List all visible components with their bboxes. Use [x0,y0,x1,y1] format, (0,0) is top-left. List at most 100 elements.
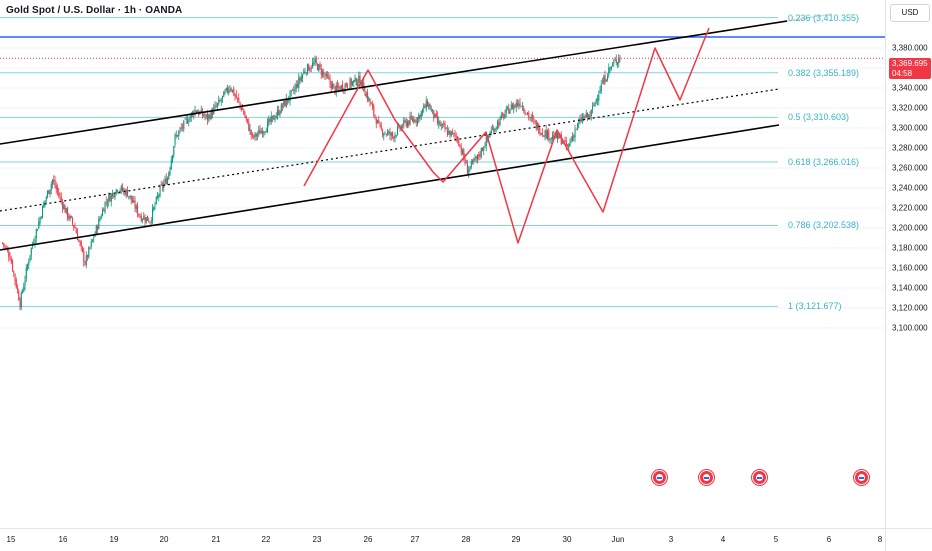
candle-body [329,78,331,84]
candle-body [93,237,95,239]
candle-body [288,100,290,101]
candle-body [588,114,590,118]
candle-body [300,76,302,82]
symbol-title[interactable]: Gold Spot / U.S. Dollar · 1h · OANDA [6,5,183,16]
us-flag-event-icon[interactable] [854,470,869,485]
candle-body [458,140,460,147]
candle-body [157,195,159,198]
time-tick-label: 29 [511,535,521,544]
candle-body [359,76,361,85]
price-tick-label: 3,240.000 [892,183,928,193]
candle-body [260,131,262,134]
candle-body [35,229,37,239]
candle-body [123,190,125,192]
candle-body [238,97,240,102]
candle-body [188,121,190,123]
candle-body [408,120,410,125]
time-tick-label: 23 [312,535,322,544]
candle-body [265,130,267,133]
candle-body [552,134,554,139]
price-tick-label: 3,140.000 [892,283,928,293]
candle-body [225,87,227,91]
fib-level-label[interactable]: 0.382 (3,355.189) [787,67,861,78]
currency-button[interactable]: USD [890,4,930,22]
candle-body [433,110,435,118]
price-tick-label: 3,260.000 [892,163,928,173]
chart-canvas[interactable] [0,0,885,528]
price-axis[interactable] [885,0,932,528]
candle-body [218,99,220,104]
candle-body [258,129,260,134]
current-price: 3,369.695 [892,59,928,68]
candle-body [70,215,72,218]
candle-body [569,141,571,146]
candle-body [594,101,596,107]
candle-body [385,134,387,135]
candle-body [473,159,475,161]
candle-body [164,178,166,183]
candle-body [45,197,47,200]
candle-body [4,245,6,247]
time-tick-label: 5 [773,535,779,544]
candle-body [467,163,469,174]
candle-body [543,135,545,137]
candle-body [2,242,4,244]
candle-body [33,243,35,244]
candle-body [465,162,467,164]
candle-body [344,84,346,92]
chart-pane[interactable]: Gold Spot / U.S. Dollar · 1h · OANDA 0.2… [0,0,885,528]
candle-body [507,106,509,108]
candle-body [182,126,184,128]
fib-level-label[interactable]: 0.786 (3,202.538) [787,220,861,231]
price-tick-label: 3,300.000 [892,123,928,133]
candle-body [613,61,615,64]
candle-body [259,129,261,135]
us-flag-event-icon[interactable] [699,470,714,485]
time-tick-label: Jun [611,535,625,544]
us-flag-event-icon[interactable] [652,470,667,485]
candle-body [442,124,444,125]
candle-body [544,130,546,138]
candle-body [495,127,497,129]
candle-body [220,100,222,102]
fib-level-label[interactable]: 0.618 (3,266.016) [787,156,861,167]
candle-body [432,109,434,111]
candle-body [573,135,575,137]
candle-body [308,64,310,71]
candle-body [469,166,471,170]
candle-body [150,220,152,223]
candle-body [23,286,25,292]
candle-body [587,112,589,118]
candle-body [37,229,39,231]
candle-body [564,140,566,141]
candle-body [95,225,97,234]
fib-level-label[interactable]: 0.236 (3,410.355) [787,12,861,23]
candle-body [589,116,591,118]
us-flag-event-icon[interactable] [752,470,767,485]
fib-level-label[interactable]: 0.5 (3,310.603) [787,112,851,123]
candle-body [525,113,527,115]
candle-body [339,87,341,91]
candle-body [504,113,506,118]
candle-body [233,88,235,96]
candle-body [12,261,14,271]
candle-body [518,103,520,106]
time-axis[interactable] [0,528,885,551]
candle-body [537,124,539,128]
candle-body [244,113,246,118]
candle-body [338,86,340,88]
candle-body [113,193,115,197]
candle-body [533,118,535,121]
candle-body [427,101,429,107]
candle-body [48,190,50,194]
candle-body [337,84,339,88]
candle-body [352,81,354,85]
candle-body [192,111,194,115]
candle-body [87,255,89,258]
candle-body [440,124,442,126]
candle-body [99,218,101,220]
candle-body [384,133,386,134]
fib-level-label[interactable]: 1 (3,121.677) [787,301,843,312]
candle-body [314,58,316,64]
candle-body [610,66,612,69]
